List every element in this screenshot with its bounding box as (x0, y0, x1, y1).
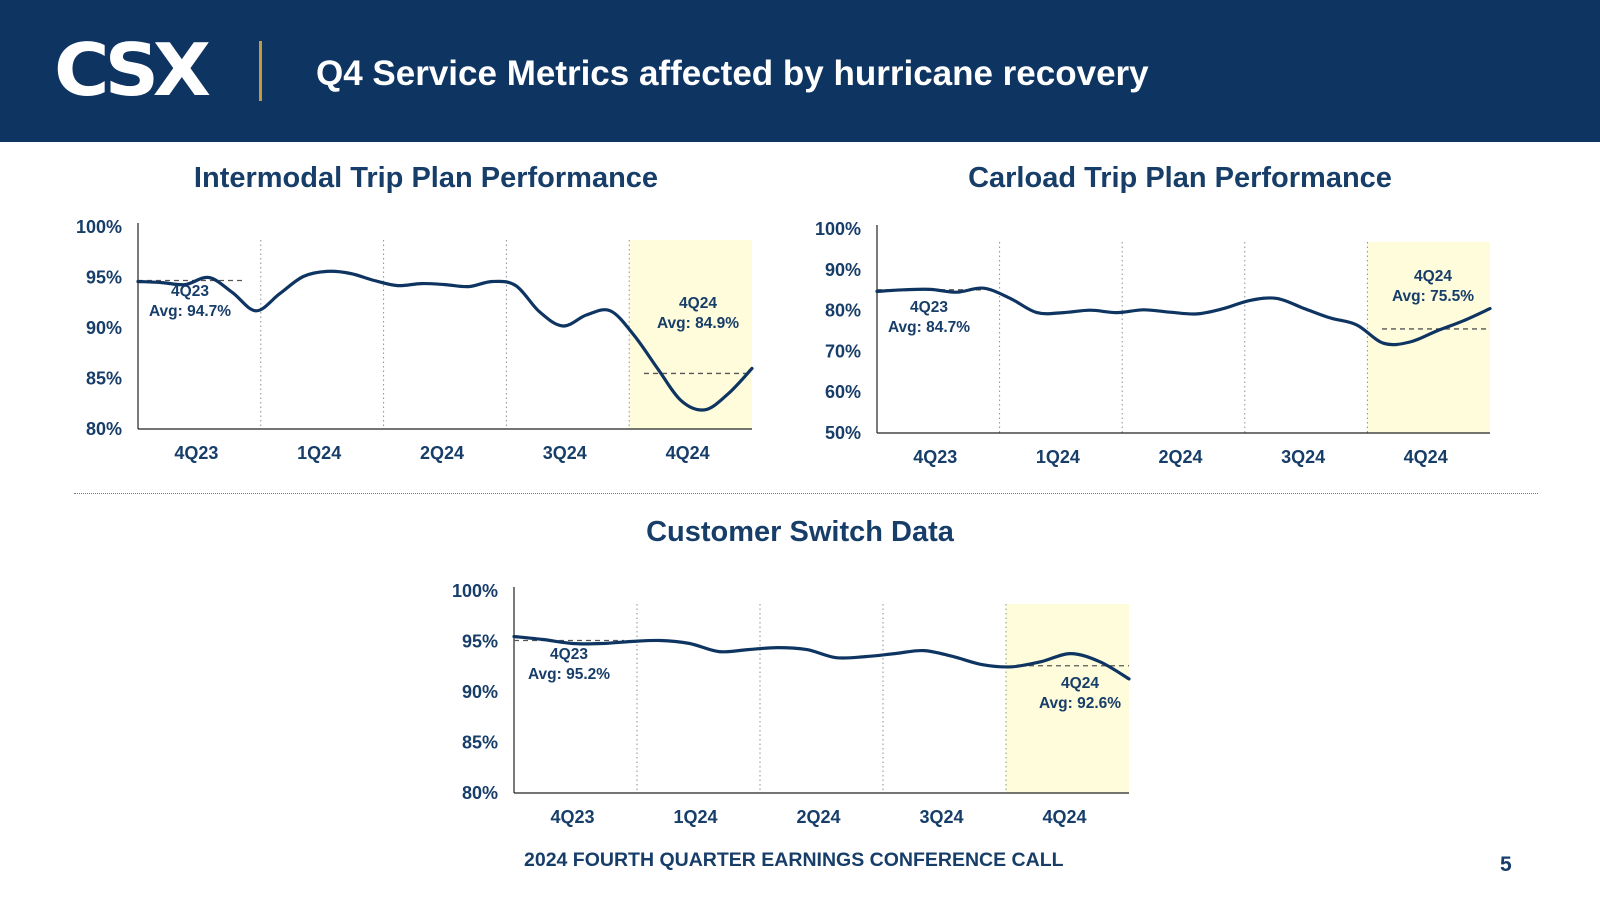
header-bar: CSX Q4 Service Metrics affected by hurri… (0, 0, 1600, 142)
average-label-value: Avg: 84.7% (888, 319, 970, 336)
x-tick-label: 3Q24 (1281, 447, 1325, 467)
section-separator (74, 493, 1538, 494)
page-number: 5 (1500, 853, 1512, 876)
x-tick-label: 2Q24 (420, 443, 464, 463)
average-label-quarter: 4Q23 (550, 646, 588, 663)
y-tick-label: 80% (86, 419, 122, 439)
y-tick-label: 80% (825, 301, 861, 321)
page-title: Q4 Service Metrics affected by hurricane… (316, 54, 1149, 93)
x-tick-label: 3Q24 (919, 807, 963, 827)
average-label-quarter: 4Q23 (171, 283, 209, 300)
average-label-quarter: 4Q24 (1061, 675, 1099, 692)
highlight-band (629, 240, 752, 429)
series-line (512, 634, 1131, 681)
x-tick-label: 4Q24 (1042, 807, 1086, 827)
y-tick-label: 80% (462, 783, 498, 803)
footer-text: 2024 FOURTH QUARTER EARNINGS CONFERENCE … (524, 849, 1064, 871)
average-label-value: Avg: 95.2% (528, 666, 610, 683)
x-tick-label: 3Q24 (543, 443, 587, 463)
y-tick-label: 95% (462, 632, 498, 652)
x-tick-label: 2Q24 (1158, 447, 1202, 467)
average-label-quarter: 4Q24 (1414, 268, 1452, 285)
y-tick-label: 95% (86, 268, 122, 288)
y-tick-label: 100% (815, 219, 861, 239)
chart-title-intermodal: Intermodal Trip Plan Performance (193, 162, 659, 194)
chart-carload: 100% 90% 80% 70% 60% 50% 4Q23 1Q24 2Q24 3Q24 4Q24 4… (815, 219, 1492, 467)
y-tick-label: 70% (825, 341, 861, 361)
series-line (136, 269, 754, 412)
chart-title-customer-switch: Customer Switch Data (646, 516, 954, 548)
y-tick-label: 85% (86, 369, 122, 389)
x-tick-label: 4Q24 (666, 443, 710, 463)
y-tick-label: 100% (452, 581, 498, 601)
highlight-band (1367, 242, 1490, 433)
average-label-value: Avg: 94.7% (149, 303, 231, 320)
y-tick-label: 90% (86, 318, 122, 338)
x-tick-label: 4Q23 (550, 807, 594, 827)
average-label-quarter: 4Q23 (910, 299, 948, 316)
average-label-quarter: 4Q24 (679, 295, 717, 312)
y-tick-label: 85% (462, 733, 498, 753)
x-tick-label: 1Q24 (297, 443, 341, 463)
series-line (875, 286, 1492, 347)
header-divider (259, 41, 262, 101)
y-tick-label: 90% (462, 682, 498, 702)
csx-logo: CSX (54, 28, 211, 112)
chart-customer-switch: 100% 95% 90% 85% 80% 4Q23 1Q24 2Q24 3Q24 4Q24 4Q23… (452, 581, 1131, 827)
chart-title-carload: Carload Trip Plan Performance (968, 162, 1392, 194)
x-tick-label: 1Q24 (673, 807, 717, 827)
x-tick-label: 4Q23 (174, 443, 218, 463)
y-tick-label: 90% (825, 260, 861, 280)
x-tick-label: 4Q24 (1404, 447, 1448, 467)
x-tick-label: 2Q24 (796, 807, 840, 827)
highlight-band (1006, 604, 1129, 793)
average-label-value: Avg: 92.6% (1039, 695, 1121, 712)
chart-intermodal: 100% 95% 90% 85% 80% 4Q23 1Q24 2Q24 3Q24 4Q24 4Q23… (76, 217, 754, 463)
average-label-value: Avg: 84.9% (657, 315, 739, 332)
y-tick-label: 60% (825, 382, 861, 402)
y-tick-label: 50% (825, 423, 861, 443)
average-label-value: Avg: 75.5% (1392, 288, 1474, 305)
y-tick-label: 100% (76, 217, 122, 237)
x-tick-label: 1Q24 (1036, 447, 1080, 467)
x-tick-label: 4Q23 (913, 447, 957, 467)
